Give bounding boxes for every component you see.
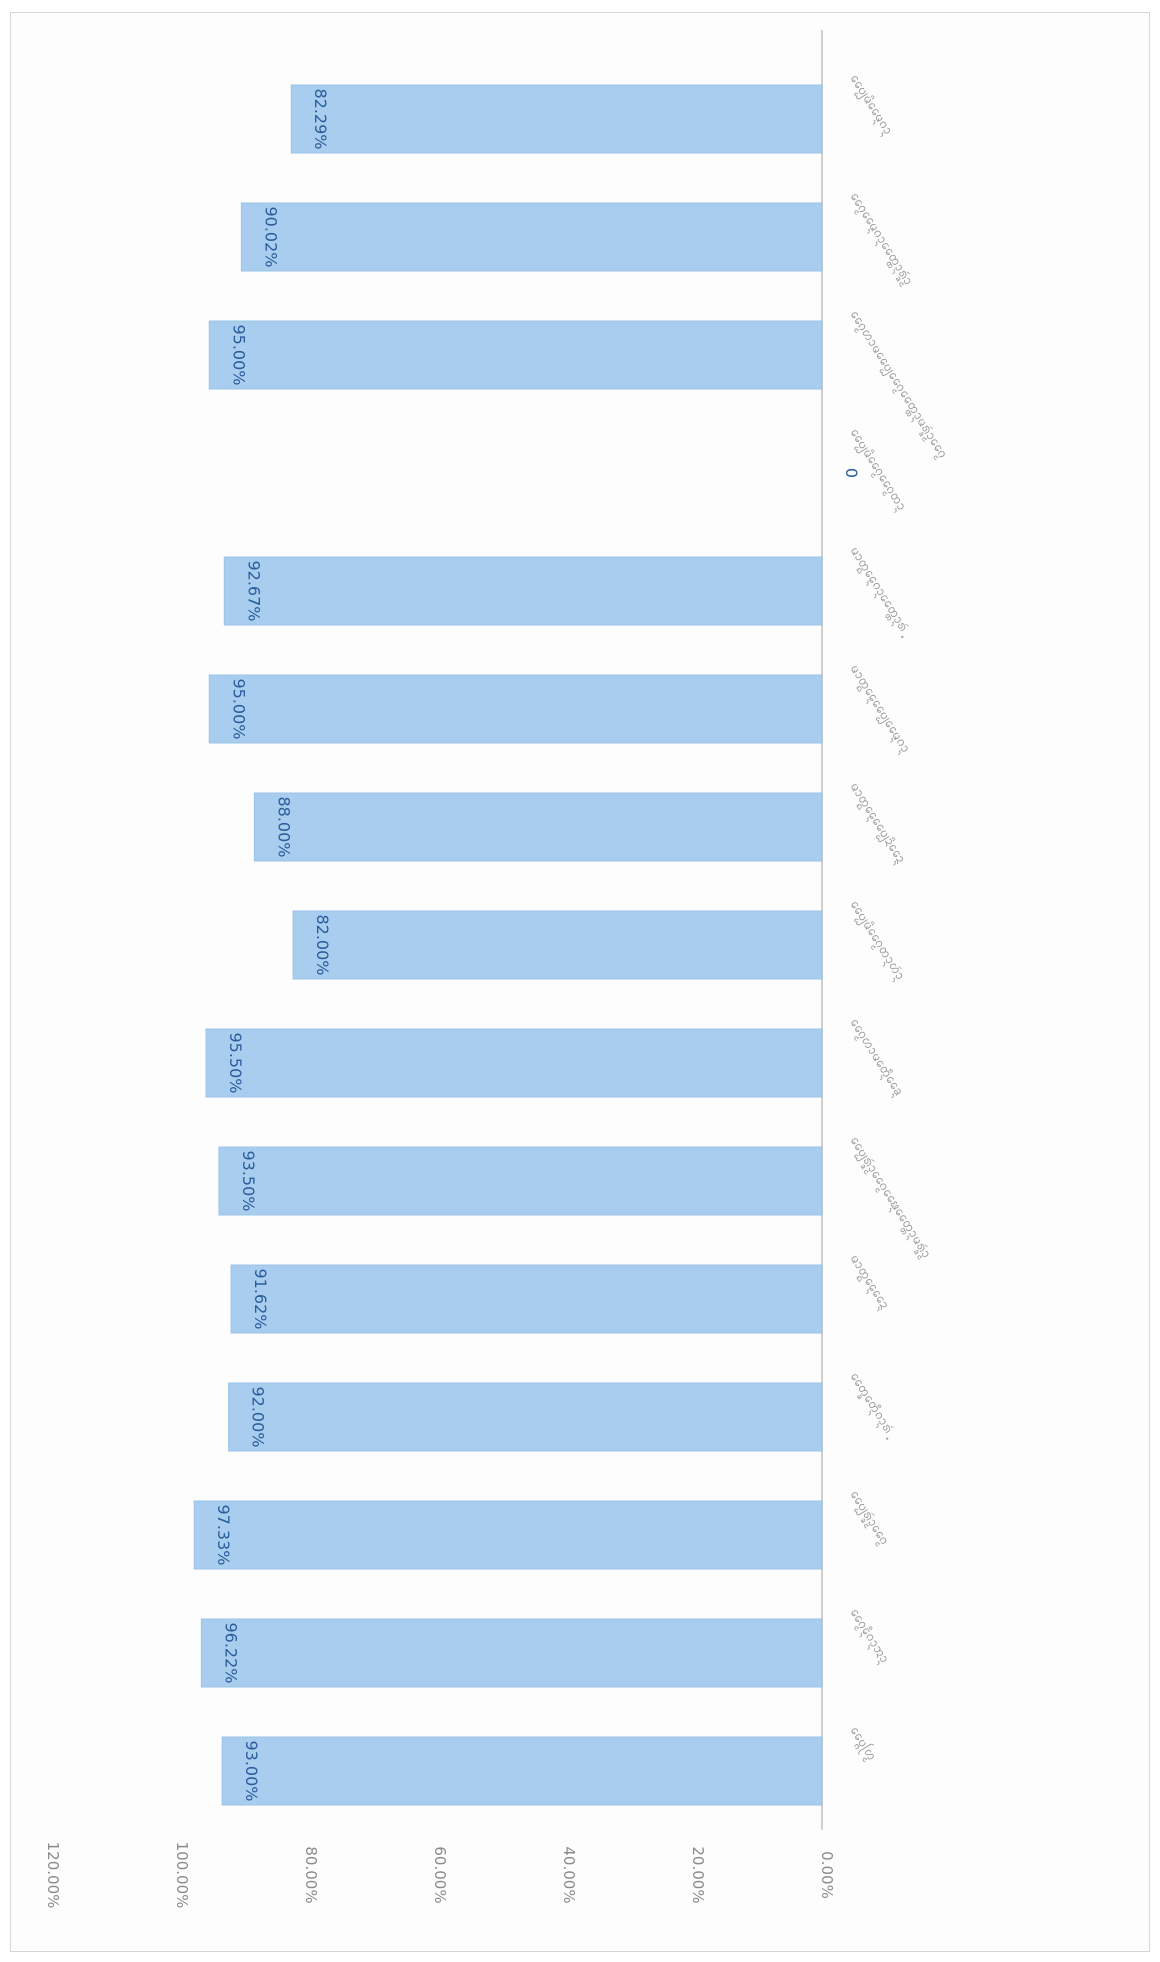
category-label: ᨷᩯ᩠ᨻᩕᩉ᩠ᨾ bbox=[845, 1723, 880, 1764]
data-label: 93.00% bbox=[242, 1740, 261, 1801]
bar bbox=[292, 910, 823, 980]
bar bbox=[228, 1382, 823, 1452]
data-label: 92.00% bbox=[249, 1386, 268, 1447]
bar bbox=[218, 1146, 823, 1216]
category-label: ᨾᩣᨲ᩠ᨳᩯ᩠ᨶᨷᩯ᩠ᨷᨾᩯ᩠ᨶᨣᩣ᩠ᨶ bbox=[845, 662, 913, 757]
data-label: 82.29% bbox=[311, 88, 330, 149]
category-label: ᨣᩯ᩠ᨾᨾᩯ᩠ᨶᨣᩣ᩠ᨶᨲᩯ᩠ᨲᩣ᩠ᨶᩁᩢ᩠ᨡᩣ᩠ᨾ bbox=[845, 190, 916, 289]
data-label: 0 bbox=[842, 468, 861, 478]
data-label: 90.02% bbox=[261, 206, 280, 267]
value-tick-label: 0.00% bbox=[818, 1851, 836, 1899]
data-label: 88.00% bbox=[274, 796, 293, 857]
data-label: 82.00% bbox=[313, 914, 332, 975]
value-tick-label: 20.00% bbox=[689, 1846, 707, 1903]
bar bbox=[230, 1264, 823, 1334]
value-tick-label: 60.00% bbox=[431, 1846, 449, 1903]
value-tick-label: 80.00% bbox=[302, 1846, 320, 1903]
data-label: 95.50% bbox=[226, 1032, 245, 1093]
bar bbox=[200, 1618, 823, 1688]
data-label: 95.00% bbox=[229, 678, 248, 739]
category-label: ᨾᩣᨲ᩠ᨳᩯ᩠ᨶᨯᩯ᩠ᨶ bbox=[845, 1252, 892, 1314]
category-label: ᨣᩯ᩠ᨾᩮᩥ᩠ᨶᨣᩣ᩠ᨶᩋᩣ᩠ᨶ bbox=[845, 1606, 892, 1667]
bar bbox=[223, 556, 823, 626]
data-label: 96.22% bbox=[221, 1622, 240, 1683]
data-label: 91.62% bbox=[251, 1268, 270, 1329]
data-label: 93.50% bbox=[239, 1150, 258, 1211]
bar bbox=[221, 1736, 823, 1806]
bar bbox=[208, 674, 823, 744]
category-label: ᨷᩯ᩠ᨷᨾᩦᨣᩯ᩠ᨾᨲᩣ᩠ᨶᩉᩢᩣ᩠ᨶ bbox=[845, 898, 908, 984]
category-label: ᨣᩯ᩠ᨾᩉᩣᨾᨲᩮᩥ᩠ᨶᨡᩯ᩠ᨶ bbox=[845, 1016, 906, 1100]
category-label: ᨲᩯ᩠ᨡᨲᩮᩥ᩠ᨶᨣᩣ᩠ᨶᩁᩢ᩠ bbox=[845, 1370, 899, 1443]
bar bbox=[290, 84, 823, 154]
category-label: ᨷᩯ᩠ᨷᨾᩦᨾᩯ᩠ᨶᨣᩣ᩠ᨶ bbox=[845, 72, 896, 139]
value-tick-label: 120.00% bbox=[44, 1842, 62, 1909]
value-tick-label: 40.00% bbox=[560, 1846, 578, 1903]
bar bbox=[193, 1500, 823, 1570]
data-label: 92.67% bbox=[244, 560, 263, 621]
bar bbox=[208, 320, 823, 390]
bar bbox=[205, 1028, 823, 1098]
bar bbox=[240, 202, 823, 272]
category-label: ᨷᩯ᩠ᨷᩁᩢ᩠ᨡᩣ᩠ᨾᨣᩯ᩠ᨾᨹᩯ᩠ᨶᨲᩯ᩠ᨲᩣ᩠ᨶᨾᩁᩢ᩠ᨡᩣ᩠ᨾ bbox=[845, 1134, 934, 1262]
data-label: 97.33% bbox=[214, 1504, 233, 1565]
category-label: ᨷᩯ᩠ᨷᩁᩢ᩠ᨡᩣ᩠ᨾᨣᩯ᩠ᨾ bbox=[845, 1488, 892, 1549]
value-tick-label: 100.00% bbox=[173, 1842, 191, 1909]
bar bbox=[253, 792, 823, 862]
data-label: 95.00% bbox=[229, 324, 248, 385]
category-label: ᨾᩣᨲ᩠ᨳᩯ᩠ᨶᨣᩣ᩠ᨶᨲᩯ᩠ᨲᩣ᩠ᨶᩁᩢ᩠ bbox=[845, 544, 914, 641]
category-label: ᨾᩣᨲ᩠ᨳᩯ᩠ᨶᨷᩯ᩠ᨷᨯᩦᨯᩯ᩠ᨶ bbox=[845, 780, 909, 868]
